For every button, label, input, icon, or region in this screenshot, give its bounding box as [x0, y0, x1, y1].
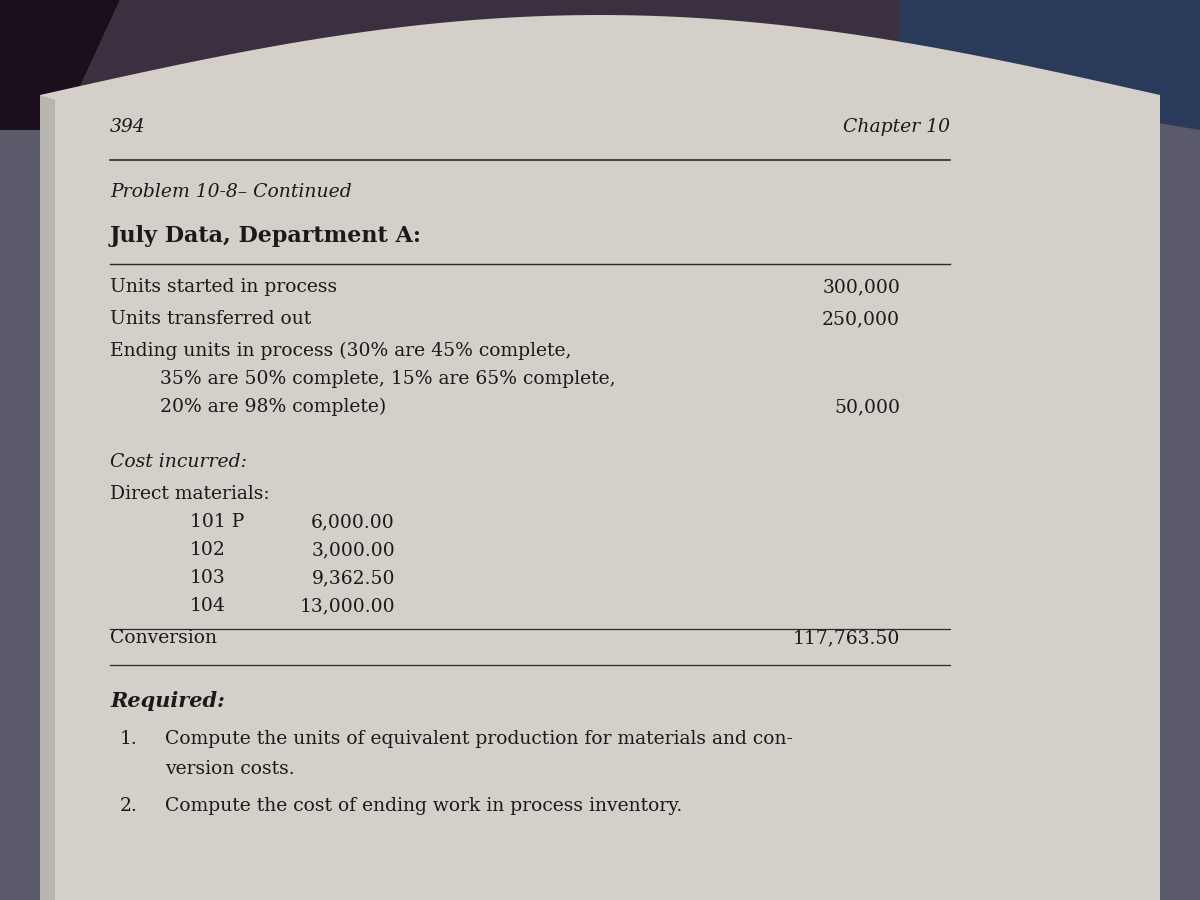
- Text: 35% are 50% complete, 15% are 65% complete,: 35% are 50% complete, 15% are 65% comple…: [160, 370, 616, 388]
- Text: July Data, Department A:: July Data, Department A:: [110, 225, 422, 247]
- Text: 102: 102: [190, 541, 226, 559]
- Text: 20% are 98% complete): 20% are 98% complete): [160, 398, 386, 416]
- Polygon shape: [60, 0, 900, 130]
- Text: 9,362.50: 9,362.50: [312, 569, 395, 587]
- Text: 1.: 1.: [120, 730, 138, 748]
- Text: Required:: Required:: [110, 691, 224, 711]
- Text: 103: 103: [190, 569, 226, 587]
- Text: 13,000.00: 13,000.00: [299, 597, 395, 615]
- Text: 3,000.00: 3,000.00: [311, 541, 395, 559]
- Text: 2.: 2.: [120, 797, 138, 815]
- Text: Compute the units of equivalent production for materials and con-: Compute the units of equivalent producti…: [166, 730, 793, 748]
- Text: 50,000: 50,000: [834, 398, 900, 416]
- Text: Conversion: Conversion: [110, 629, 217, 647]
- Text: Units transferred out: Units transferred out: [110, 310, 311, 328]
- Text: 300,000: 300,000: [822, 278, 900, 296]
- Text: 101 P: 101 P: [190, 513, 245, 531]
- Text: Cost incurred:: Cost incurred:: [110, 453, 247, 471]
- Text: Ending units in process (30% are 45% complete,: Ending units in process (30% are 45% com…: [110, 342, 571, 360]
- Text: Units started in process: Units started in process: [110, 278, 337, 296]
- Polygon shape: [900, 0, 1200, 130]
- Text: 104: 104: [190, 597, 226, 615]
- Text: 250,000: 250,000: [822, 310, 900, 328]
- Text: 117,763.50: 117,763.50: [793, 629, 900, 647]
- Text: Direct materials:: Direct materials:: [110, 485, 270, 503]
- Text: 394: 394: [110, 118, 145, 136]
- Polygon shape: [0, 0, 120, 130]
- Text: Problem 10-8– Continued: Problem 10-8– Continued: [110, 183, 352, 201]
- Text: Compute the cost of ending work in process inventory.: Compute the cost of ending work in proce…: [166, 797, 683, 815]
- Text: Chapter 10: Chapter 10: [842, 118, 950, 136]
- Text: version costs.: version costs.: [166, 760, 295, 778]
- Polygon shape: [40, 95, 55, 900]
- Polygon shape: [40, 15, 1160, 900]
- Text: 6,000.00: 6,000.00: [311, 513, 395, 531]
